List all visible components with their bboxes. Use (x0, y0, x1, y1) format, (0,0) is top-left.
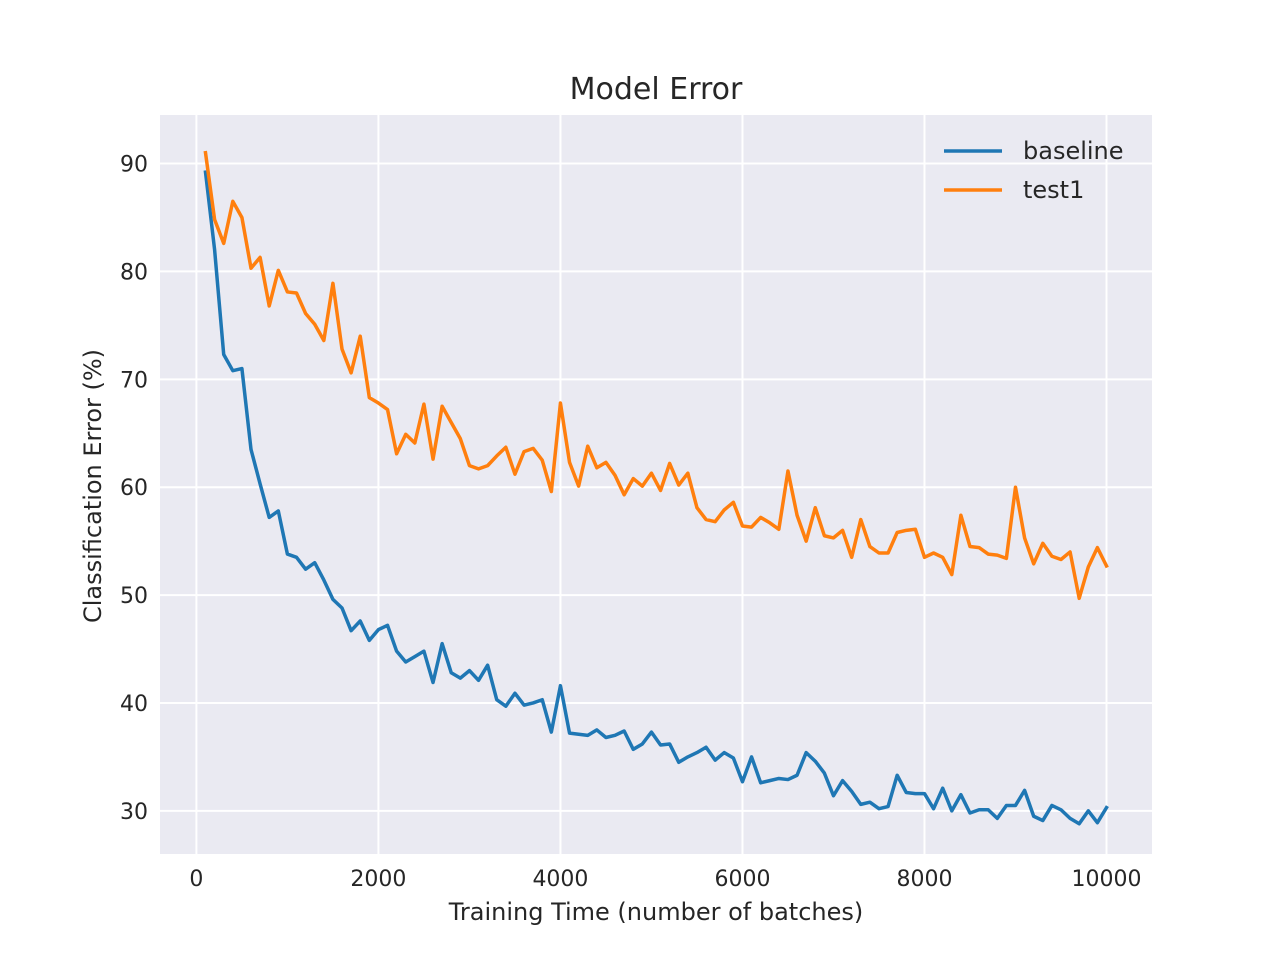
x-tick-label: 2000 (350, 867, 406, 892)
x-tick-label: 0 (189, 867, 203, 892)
x-tick-labels: 0 2000 4000 6000 8000 10000 (189, 867, 1141, 892)
chart-title: Model Error (570, 72, 743, 107)
legend-label-test1: test1 (1023, 176, 1084, 204)
x-tick-label: 4000 (532, 867, 588, 892)
y-tick-label: 90 (120, 153, 148, 178)
legend-label-baseline: baseline (1023, 137, 1124, 165)
x-axis-label: Training Time (number of batches) (448, 898, 864, 926)
y-tick-label: 50 (120, 584, 148, 609)
series-group (203, 150, 1109, 826)
y-tick-label: 80 (120, 260, 148, 285)
y-tick-labels: 30 40 50 60 70 80 90 (120, 153, 148, 825)
y-tick-label: 70 (120, 368, 148, 393)
y-axis-label: Classification Error (%) (79, 349, 107, 623)
y-tick-label: 60 (120, 476, 148, 501)
series-line-baseline (203, 170, 1109, 826)
y-tick-label: 40 (120, 692, 148, 717)
legend: baseline test1 (944, 137, 1124, 204)
x-tick-label: 10000 (1071, 867, 1141, 892)
grid (160, 115, 1152, 854)
x-tick-label: 6000 (714, 867, 770, 892)
series-line-test1 (203, 150, 1109, 601)
y-tick-label: 30 (120, 800, 148, 825)
x-tick-label: 8000 (896, 867, 952, 892)
